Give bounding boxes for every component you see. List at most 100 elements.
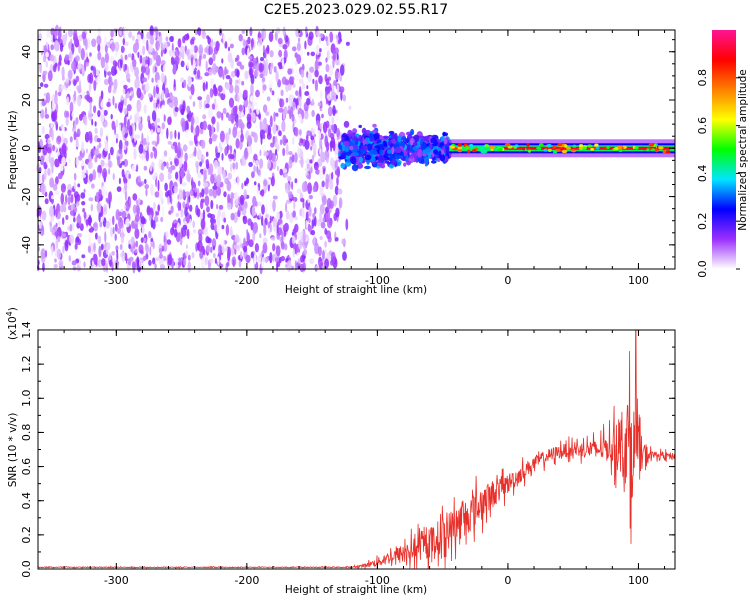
spectrogram-cell [104,63,109,72]
spectrogram-cell [469,144,474,148]
spectrogram-cell [259,233,262,239]
spectrogram-cell [80,48,86,60]
spectrogram-cell [183,79,187,89]
spectrogram-cell [92,253,97,262]
spectrogram-cell [121,29,124,36]
spectrogram-cell [91,118,94,126]
spectrogram-cell [248,239,254,248]
spectrogram-cell [240,111,245,118]
spectrogram-cell [74,243,78,250]
spectrogram-cell [285,202,288,213]
x-tick-label: 100 [628,574,649,587]
spectrogram-cell [184,206,188,217]
spectrogram-cell [340,162,346,169]
spectrogram-cell [351,164,359,172]
spectrogram-cell [122,26,129,36]
spectrogram-cell [137,197,141,204]
spectrogram-cell [180,208,184,218]
spectrogram-cell [325,206,329,214]
spectrogram-cell [213,134,218,139]
spectrogram-cell [181,120,186,132]
spectrogram-cell [249,108,252,114]
spectrogram-cell [307,197,311,204]
spectrogram-cell [227,153,233,159]
spectrogram-cell [73,130,77,141]
spectrogram-cell [232,259,235,268]
spectrogram-cell [299,48,303,56]
spectrogram-cell [168,156,172,162]
spectrogram-cell [44,113,50,119]
spectrogram-cell [186,168,190,175]
spectrogram-cell [265,58,268,70]
spectrogram-cell [306,85,309,90]
spectrogram-cell [315,169,321,175]
spectrogram-cell [93,66,97,78]
spectrogram-cell [285,210,290,220]
spectrogram-cell [193,132,198,145]
spectrogram-cell [149,246,152,256]
spectrogram-cell [226,180,232,192]
spectrogram-cell [160,216,164,223]
spectrogram-cell [304,139,310,150]
spectrogram-cell [313,215,317,227]
spectrogram-cell [69,224,73,232]
spectrogram-cell [335,237,339,242]
x-tick-label: -300 [104,274,129,287]
spectrogram-cell [322,168,326,175]
spectrogram-cell [96,76,101,83]
spectrogram-cell [234,198,239,206]
spectrogram-cell [188,153,194,159]
spectrogram-cell [210,87,213,99]
spectrogram-cell [106,101,111,108]
spectrogram-cell [312,142,317,152]
spectrogram-cell [72,266,77,271]
spectrogram-cell [124,190,128,201]
spectrogram-cell [104,52,109,64]
spectrogram-cell [183,258,187,266]
spectrogram-cell [314,242,320,255]
spectrogram-frame [37,29,676,270]
spectrogram-cell [115,61,118,67]
spectrogram-cell [417,156,425,164]
spectrogram-cell [122,227,127,233]
spectrogram-cell [197,172,202,179]
spectrogram-cell [55,176,59,185]
spectrogram-cell [221,112,224,121]
spectrogram-cell [282,168,288,174]
spectrogram-cell [167,195,170,206]
spectrogram-cell [522,147,526,151]
spectrogram-cell [144,66,150,76]
spectrogram-cell [207,124,212,131]
spectrogram-cell [78,44,81,54]
spectrogram-cell [280,241,285,250]
spectrogram-cell [54,183,57,188]
spectrogram-cell [69,234,74,245]
spectrogram-cell [88,173,94,182]
spectrogram-cell [424,156,429,163]
spectrogram-cell [107,71,112,76]
spectrogram-cell [81,160,85,167]
spectrogram-y-label: Frequency (Hz) [7,110,19,189]
spectrogram-cell [299,78,304,84]
spectrogram-cell [41,173,45,184]
spectrogram-cell [294,127,299,137]
spectrogram-cell [184,129,190,139]
spectrogram-cell [240,133,245,143]
spectrogram-cell [293,200,296,210]
spectrogram-cell [138,120,143,131]
spectrogram-cell [242,215,248,225]
spectrogram-cell [278,49,283,58]
spectrogram-cell [216,174,222,186]
spectrogram-cell [109,259,112,268]
spectrogram-cell [44,169,47,180]
spectrogram-cell [291,154,295,163]
spectrogram-cell [255,89,260,98]
spectrogram-cell [192,101,196,107]
spectrogram-cell [422,153,427,157]
spectrogram-cell [339,64,345,76]
spectrogram-cell [200,139,206,149]
spectrogram-cell [219,130,225,143]
spectrogram-cell [225,75,231,80]
spectrogram-cell [299,129,302,136]
spectrogram-cell [369,148,377,155]
